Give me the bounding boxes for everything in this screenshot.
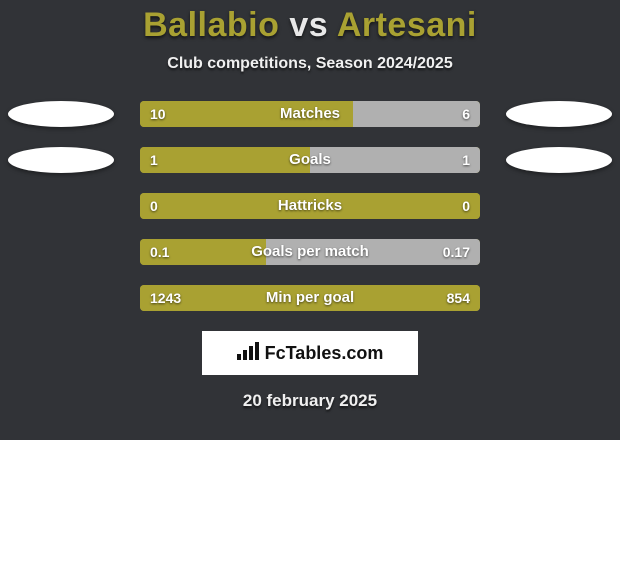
player2-oval-icon [506, 101, 612, 127]
page-title: Ballabio vs Artesani [0, 6, 620, 45]
bar-right [266, 239, 480, 265]
page-root: Ballabio vs Artesani Club competitions, … [0, 0, 620, 580]
subtitle: Club competitions, Season 2024/2025 [0, 55, 620, 73]
bar-left [140, 193, 480, 219]
bar-track [140, 239, 480, 265]
date-label: 20 february 2025 [0, 391, 620, 411]
player1-name: Ballabio [143, 6, 279, 44]
bar-track [140, 147, 480, 173]
brand-badge: FcTables.com [202, 331, 418, 375]
bar-left [140, 101, 353, 127]
stat-row: Hattricks00 [0, 193, 620, 219]
comparison-card: Ballabio vs Artesani Club competitions, … [0, 0, 620, 440]
stat-rows: Matches106 Goals11 Hattricks00 Goals per ma… [0, 101, 620, 311]
stat-row: Min per goal1243854 [0, 285, 620, 311]
brand-text: FcTables.com [265, 343, 384, 364]
bars-icon [237, 342, 259, 365]
bar-left [140, 147, 310, 173]
bar-left [140, 285, 480, 311]
stat-row: Goals11 [0, 147, 620, 173]
stat-row: Goals per match0.10.17 [0, 239, 620, 265]
bar-left [140, 239, 266, 265]
vs-label: vs [289, 6, 328, 44]
bar-right [353, 101, 481, 127]
bar-right [310, 147, 480, 173]
player1-oval-icon [8, 147, 114, 173]
bar-track [140, 101, 480, 127]
player2-oval-icon [506, 147, 612, 173]
player1-oval-icon [8, 101, 114, 127]
bar-track [140, 285, 480, 311]
stat-row: Matches106 [0, 101, 620, 127]
bar-track [140, 193, 480, 219]
player2-name: Artesani [337, 6, 477, 44]
